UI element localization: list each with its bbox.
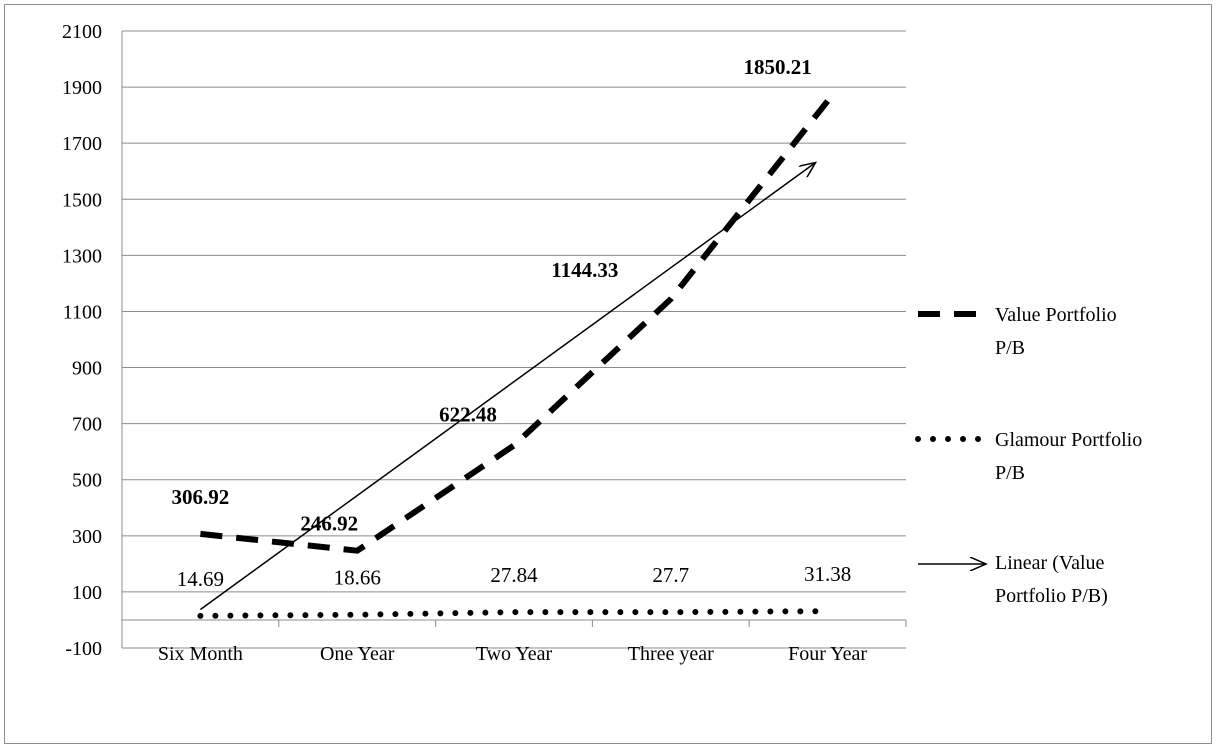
y-tick-label: 1700 <box>62 133 102 155</box>
y-tick-label: 1900 <box>62 77 102 99</box>
data-label-value-portfolio: 622.48 <box>439 402 497 426</box>
x-tick-label: Four Year <box>788 643 867 665</box>
legend-label-glamour-portfolio: Glamour Portfolio <box>995 429 1142 451</box>
series-line-glamour-portfolio <box>197 608 831 619</box>
data-label-value-portfolio: 246.92 <box>300 512 358 536</box>
data-label-value-portfolio: 1144.33 <box>551 258 618 282</box>
trendline-linear <box>199 163 815 611</box>
legend-label-value-portfolio: Value Portfolio <box>995 304 1117 326</box>
legend-label-trendline: Portfolio P/B) <box>995 585 1108 607</box>
y-tick-label: 100 <box>72 582 102 604</box>
chart-frame <box>4 4 1212 744</box>
x-tick-label: Two Year <box>476 643 553 665</box>
legend-label-glamour-portfolio: P/B <box>995 462 1025 484</box>
data-label-glamour-portfolio: 18.66 <box>334 566 381 590</box>
y-tick-label: -100 <box>65 638 102 660</box>
y-tick-label: 1100 <box>63 301 102 323</box>
y-tick-label: 500 <box>72 470 102 492</box>
x-tick-label: Six Month <box>158 643 243 665</box>
data-label-value-portfolio: 1850.21 <box>743 55 811 79</box>
y-tick-label: 1300 <box>62 245 102 267</box>
data-label-value-portfolio: 306.92 <box>172 485 230 509</box>
data-label-glamour-portfolio: 27.84 <box>490 563 538 587</box>
y-tick-label: 900 <box>72 358 102 380</box>
data-label-glamour-portfolio: 14.69 <box>177 567 224 591</box>
y-tick-label: 1500 <box>62 189 102 211</box>
data-label-glamour-portfolio: 27.7 <box>652 563 689 587</box>
y-tick-label: 300 <box>72 526 102 548</box>
x-tick-label: Three year <box>628 643 714 665</box>
y-tick-label: 700 <box>72 414 102 436</box>
legend-label-value-portfolio: P/B <box>995 337 1025 359</box>
y-tick-label: 2100 <box>62 21 102 43</box>
legend-label-trendline: Linear (Value <box>995 552 1105 574</box>
data-label-glamour-portfolio: 31.38 <box>804 562 851 586</box>
x-tick-label: One Year <box>320 643 395 665</box>
series-line-value-portfolio <box>200 99 830 554</box>
